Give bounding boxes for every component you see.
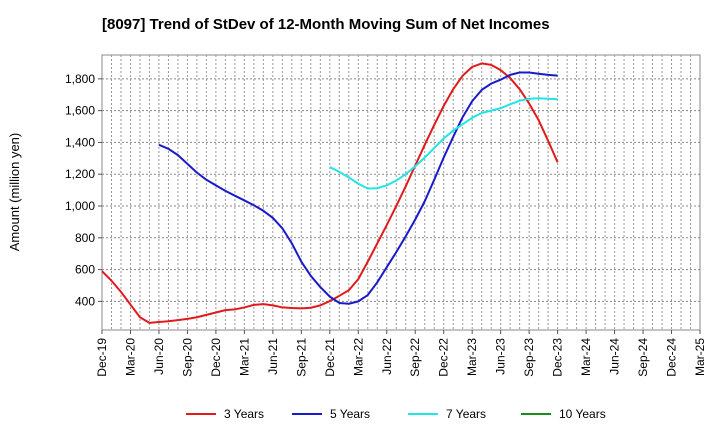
x-tick-label: Mar-22 (351, 338, 365, 376)
legend-label-10-years: 10 Years (559, 407, 606, 421)
legend-label-7-years: 7 Years (446, 407, 486, 421)
x-tick-label: Dec-22 (437, 338, 451, 377)
y-tick-label: 400 (75, 294, 95, 308)
x-tick-label: Sep-21 (294, 338, 308, 377)
x-tick-label: Mar-25 (693, 338, 707, 376)
chart-title: [8097] Trend of StDev of 12-Month Moving… (102, 16, 550, 33)
grid-lines (102, 55, 700, 330)
y-tick-label: 1,200 (65, 167, 95, 181)
x-tick-label: Jun-20 (152, 338, 166, 375)
y-tick-label: 1,600 (65, 104, 95, 118)
y-tick-label: 1,800 (65, 72, 95, 86)
x-tick-label: Sep-20 (180, 338, 194, 377)
x-tick-label: Sep-24 (636, 338, 650, 377)
x-tick-label: Sep-23 (522, 338, 536, 377)
x-tick-label: Jun-21 (266, 338, 280, 375)
x-tick-label: Dec-20 (209, 338, 223, 377)
series-lines (101, 62, 559, 324)
x-tick-label: Dec-24 (665, 338, 679, 377)
series-line-7-years (329, 97, 558, 190)
x-tick-label: Mar-24 (579, 338, 593, 376)
x-tick-label: Sep-22 (408, 338, 422, 377)
y-axis-label: Amount (million yen) (7, 133, 22, 252)
y-axis-ticks: 400 600 800 1,000 1,200 1,400 1,600 1,800 (65, 72, 102, 308)
x-axis-ticks: Dec-19 Mar-20 Jun-20 Sep-20 Dec-20 Mar-21 Jun-… (95, 330, 707, 377)
x-tick-label: Jun-24 (608, 338, 622, 375)
x-tick-label: Mar-23 (465, 338, 479, 376)
legend-label-5-years: 5 Years (330, 407, 370, 421)
x-tick-label: Mar-21 (237, 338, 251, 376)
y-tick-label: 1,400 (65, 135, 95, 149)
legend-label-3-years: 3 Years (224, 407, 264, 421)
series-line-5-years (158, 71, 558, 305)
y-tick-label: 800 (75, 231, 95, 245)
y-tick-label: 600 (75, 263, 95, 277)
y-tick-label: 1,000 (65, 199, 95, 213)
x-tick-label: Dec-23 (551, 338, 565, 377)
series-line-3-years (101, 62, 559, 324)
x-tick-label: Dec-21 (323, 338, 337, 377)
x-tick-label: Jun-22 (380, 338, 394, 375)
x-tick-label: Mar-20 (123, 338, 137, 376)
plot-area (101, 54, 701, 331)
x-tick-label: Jun-23 (494, 338, 508, 375)
legend: 3 Years 5 Years 7 Years 10 Years (186, 407, 606, 421)
x-tick-label: Dec-19 (95, 338, 109, 377)
